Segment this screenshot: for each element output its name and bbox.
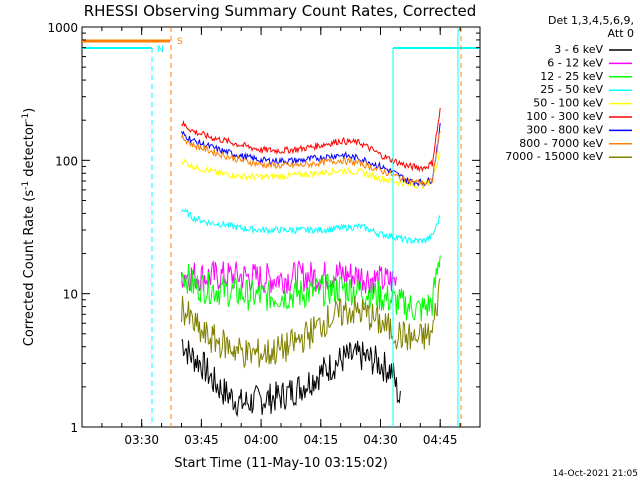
y-tick-label: 100	[55, 154, 78, 168]
legend-label: 800 - 7000 keV	[519, 137, 603, 150]
series-line-4	[181, 151, 441, 190]
y-tick-label: 10	[63, 288, 78, 302]
x-tick-label: 04:15	[304, 433, 339, 447]
x-tick-label: 04:45	[423, 433, 458, 447]
footer-date: 14-Oct-2021 21:05	[553, 469, 638, 479]
legend-label: 25 - 50 keV	[540, 83, 603, 96]
legend-label: 12 - 25 keV	[540, 70, 603, 83]
y-axis-label: Corrected Count Rate (s-1 detector-1)	[21, 108, 37, 346]
series-line-7	[181, 131, 441, 188]
legend-label: 50 - 100 keV	[533, 97, 603, 110]
series-line-1	[181, 260, 397, 295]
x-tick-label: 03:45	[184, 433, 219, 447]
x-tick-label: 03:30	[124, 433, 159, 447]
series-line-3	[181, 207, 441, 245]
legend-header-line1: Det 1,3,4,5,6,9,	[548, 14, 634, 27]
x-tick-label: 04:00	[244, 433, 279, 447]
x-axis-label: Start Time (11-May-10 03:15:02)	[174, 456, 388, 471]
series-group	[181, 107, 441, 418]
series-line-2	[181, 255, 441, 322]
axis-ticks: 1 10 100 1000 03:30 03:45 04:00 04:15 04:30 04:45	[47, 21, 481, 447]
y-tick-label: 1000	[47, 21, 78, 35]
legend-label: 6 - 12 keV	[547, 56, 603, 69]
series-line-0	[181, 339, 401, 418]
annotation-group: SN	[82, 27, 480, 427]
chart-title: RHESSI Observing Summary Count Rates, Co…	[84, 2, 477, 20]
legend-header-line2: Att 0	[608, 27, 634, 40]
y-tick-label: 1	[70, 421, 78, 435]
s-marker-label: S	[177, 37, 183, 47]
legend-label: 7000 - 15000 keV	[505, 150, 603, 163]
n-marker-label: N	[157, 45, 164, 55]
series-line-5	[181, 107, 441, 173]
legend-label: 100 - 300 keV	[526, 110, 603, 123]
legend-label: 3 - 6 keV	[554, 43, 603, 56]
legend-label: 300 - 800 keV	[526, 123, 603, 136]
series-line-6	[181, 122, 441, 187]
x-tick-label: 04:30	[363, 433, 398, 447]
series-line-8	[181, 278, 441, 369]
